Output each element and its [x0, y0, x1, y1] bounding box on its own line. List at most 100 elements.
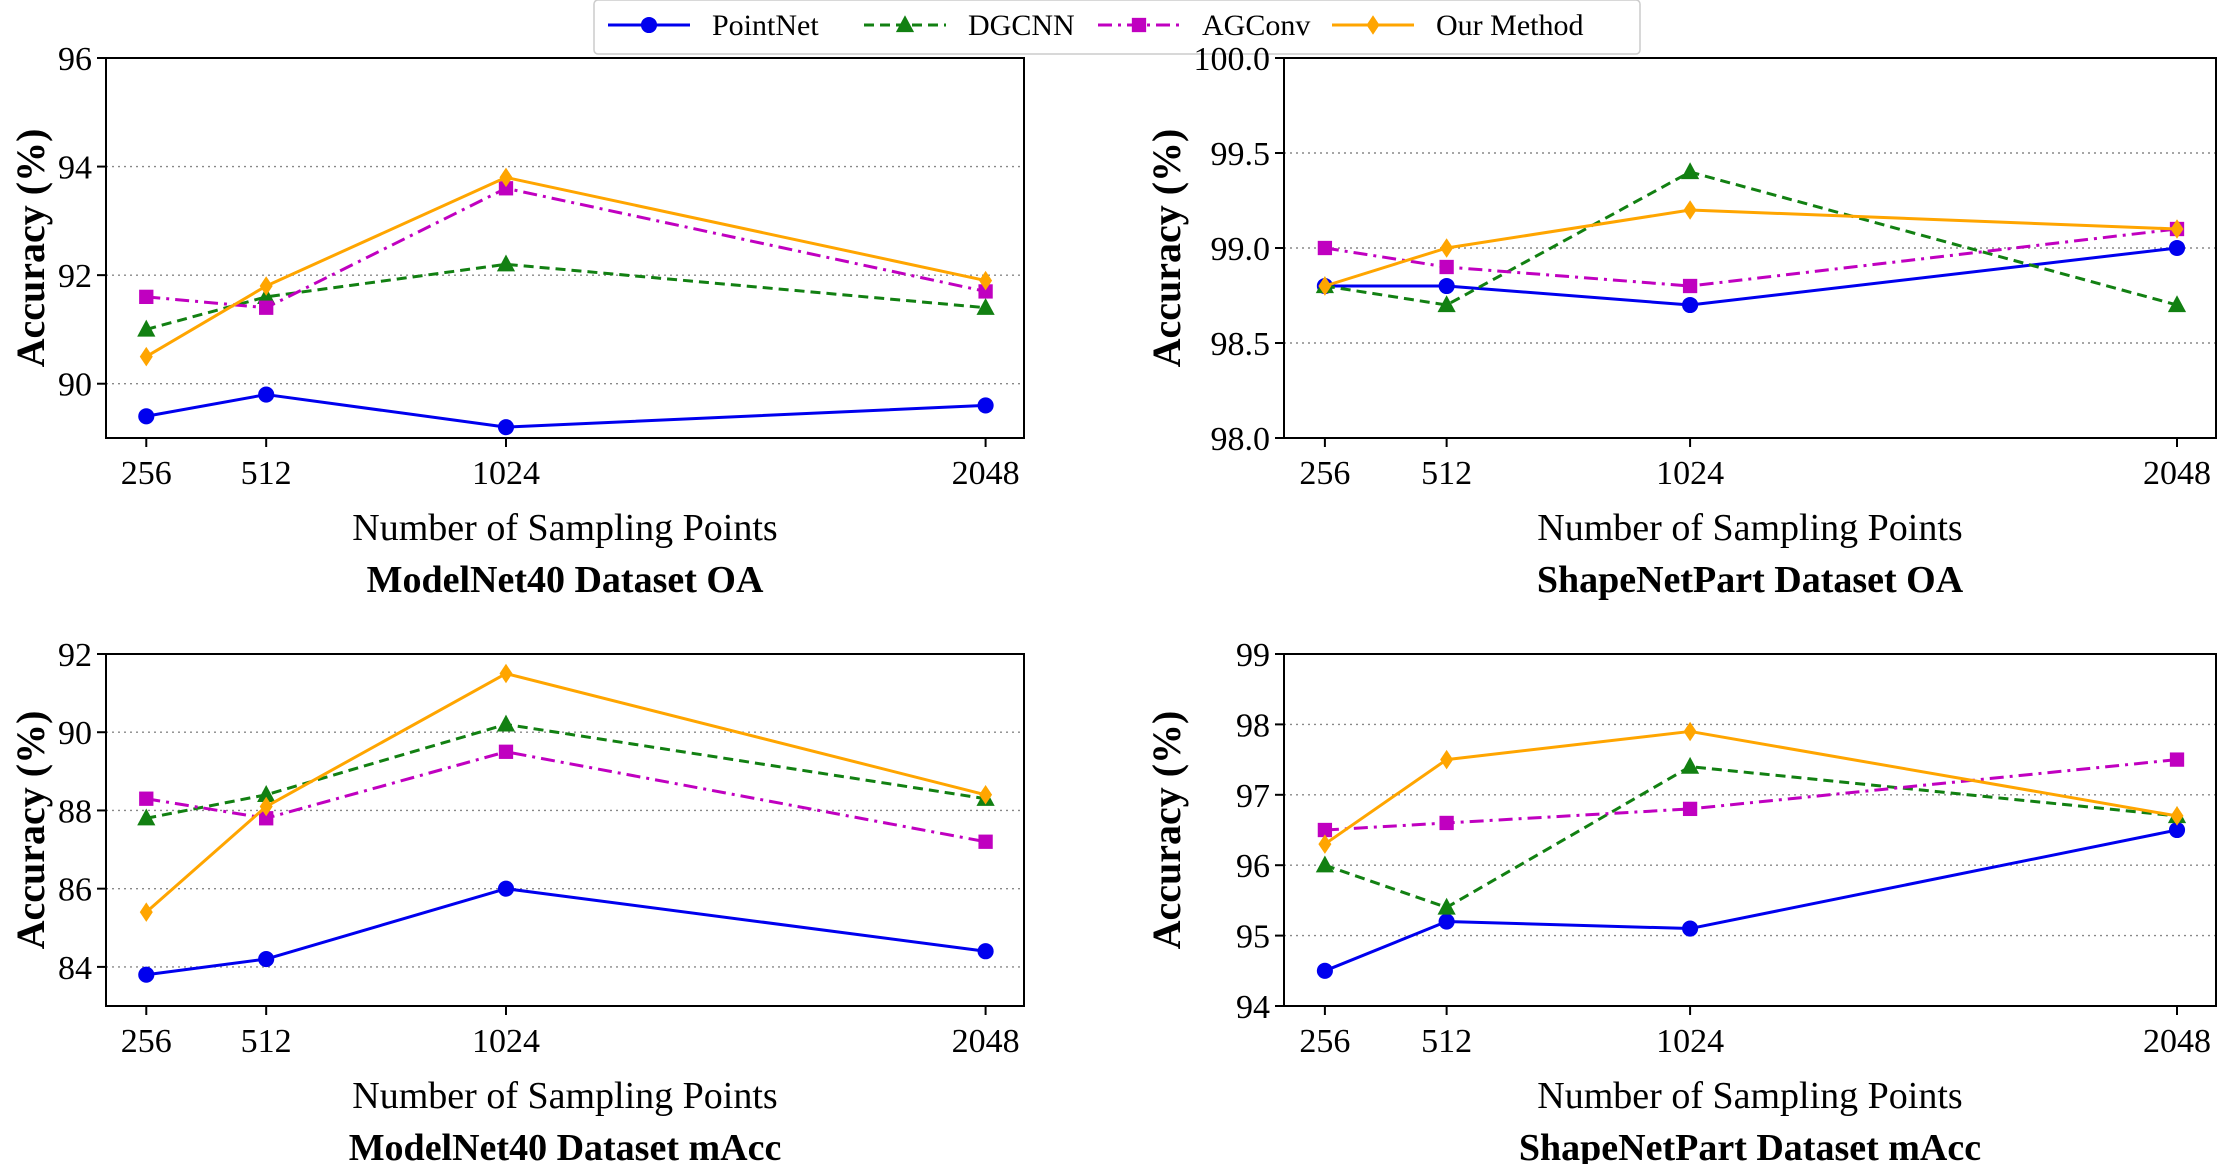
data-point [499, 167, 513, 188]
x-tick-label: 1024 [1656, 1023, 1724, 1060]
legend-label-1: DGCNN [968, 9, 1075, 42]
legend-marker-2 [1131, 17, 1147, 33]
x-tick-label: 1024 [1656, 455, 1724, 492]
series-line-dgcnn [145, 722, 986, 820]
y-tick-label: 92 [58, 637, 92, 674]
data-point [979, 270, 993, 291]
y-tick-label: 98 [1236, 707, 1270, 744]
y-tick-label: 95 [1236, 919, 1270, 956]
data-point [977, 397, 994, 414]
data-point [1682, 278, 1698, 294]
data-point [259, 300, 274, 315]
chart-1: 98.0 98.5 99.0 99.5 100.0 256 512 1024 2048 Numbe… [1144, 41, 2217, 601]
y-axis-label: Accuracy (%) [8, 711, 53, 950]
data-point [2169, 752, 2185, 767]
y-tick-label: 86 [58, 872, 92, 909]
y-tick-label: 99 [1236, 637, 1270, 674]
x-tick-label: 2048 [2143, 1023, 2211, 1060]
data-point [1316, 962, 1333, 979]
data-point [497, 419, 515, 436]
y-tick-label: 98.5 [1211, 326, 1271, 363]
chart-2: 84 86 88 90 92 256 512 1024 2048 Number of Sampli… [8, 637, 1025, 1164]
data-point [497, 880, 515, 897]
legend-marker-1 [895, 15, 915, 33]
series-line-agconv [146, 750, 986, 844]
y-tick-label: 94 [1236, 989, 1270, 1026]
legend: PointNet DGCNN AGConv Our Method [593, 0, 1641, 55]
series-line-pointnet [1324, 828, 2178, 973]
data-point [1682, 296, 1699, 314]
x-tick-label: 512 [241, 455, 292, 492]
y-axis-label: Accuracy (%) [1144, 711, 1189, 950]
x-tick-label: 2048 [952, 1023, 1020, 1060]
x-tick-label: 256 [121, 1023, 172, 1060]
data-point [139, 289, 154, 305]
y-tick-label: 94 [58, 150, 92, 187]
axes-frame [1283, 653, 2217, 1007]
series-line-dgcnn [1324, 170, 2178, 307]
series-line-dgcnn [1324, 765, 2178, 909]
axes-frame [105, 653, 1025, 1007]
data-point [1683, 200, 1697, 220]
series-line-dgcnn [145, 262, 986, 331]
data-point [258, 386, 275, 403]
data-point [1683, 721, 1697, 742]
data-point [259, 796, 273, 817]
data-point [496, 254, 516, 272]
x-tick-label: 512 [241, 1023, 292, 1060]
data-point [978, 834, 993, 849]
data-point [1439, 815, 1454, 831]
data-point [1439, 259, 1454, 275]
chart-title: ShapeNetPart Dataset mAcc [1519, 1127, 1981, 1164]
data-point [1317, 240, 1333, 256]
data-point [977, 943, 994, 960]
x-tick-label: 2048 [952, 455, 1020, 492]
x-axis-label: Number of Sampling Points [352, 507, 777, 549]
data-point [498, 744, 514, 759]
y-tick-label: 97 [1236, 778, 1270, 815]
legend-marker-0 [640, 16, 658, 34]
data-point [1317, 822, 1333, 838]
y-tick-label: 98.0 [1211, 421, 1271, 458]
y-tick-label: 84 [58, 950, 92, 987]
y-axis-label: Accuracy (%) [8, 129, 53, 368]
y-tick-label: 92 [58, 258, 92, 295]
data-point [259, 811, 274, 826]
axes-frame [105, 57, 1025, 439]
data-point [2168, 239, 2186, 257]
y-tick-label: 88 [58, 793, 92, 830]
x-axis-label: Number of Sampling Points [1537, 1075, 1962, 1117]
x-tick-label: 1024 [472, 455, 540, 492]
data-point [1680, 162, 1700, 180]
x-tick-label: 512 [1421, 1023, 1472, 1060]
data-point [498, 181, 514, 196]
data-point [978, 284, 993, 299]
x-tick-label: 256 [1299, 455, 1350, 492]
data-point [1680, 756, 1700, 774]
data-point [258, 951, 275, 968]
data-point [259, 276, 273, 296]
data-point [2170, 806, 2184, 826]
data-point [1315, 855, 1334, 873]
y-tick-label: 90 [58, 367, 92, 404]
series-line-our-method [1324, 208, 2178, 288]
data-point [2170, 219, 2184, 239]
legend-label-0: PointNet [712, 9, 819, 42]
y-tick-label: 99.0 [1211, 231, 1271, 268]
y-tick-label: 99.5 [1211, 136, 1271, 173]
x-tick-label: 1024 [472, 1023, 540, 1060]
legend-label-3: Our Method [1436, 9, 1583, 42]
x-tick-label: 512 [1421, 455, 1472, 492]
x-tick-label: 2048 [2143, 455, 2211, 492]
chart-0: 90 92 94 96 256 512 1024 2048 Number of Sampling… [8, 41, 1025, 601]
data-point [979, 785, 993, 805]
chart-title: ModelNet40 Dataset OA [367, 559, 764, 601]
y-axis-label: Accuracy (%) [1144, 129, 1189, 368]
y-tick-label: 90 [58, 715, 92, 752]
data-point [1438, 913, 1455, 930]
data-point [139, 791, 154, 806]
data-point [496, 714, 516, 732]
data-point [1318, 834, 1332, 854]
series-line-pointnet [146, 887, 986, 977]
